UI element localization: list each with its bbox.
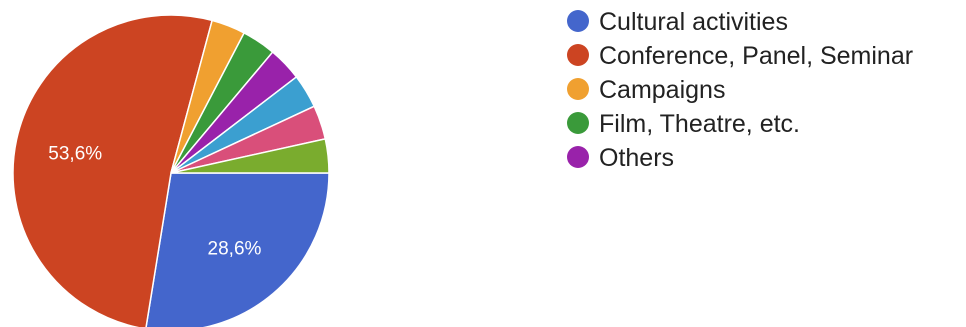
legend: Cultural activities Conference, Panel, Se… (567, 8, 913, 172)
slice-label: 53,6% (48, 143, 102, 164)
legend-swatch (567, 146, 589, 168)
slice-label: 28,6% (208, 239, 262, 260)
pie-slice (145, 172, 330, 327)
legend-label: Film, Theatre, etc. (599, 110, 800, 138)
legend-swatch (567, 78, 589, 100)
legend-label: Others (599, 144, 674, 172)
legend-swatch (567, 10, 589, 32)
legend-label: Campaigns (599, 76, 725, 104)
legend-swatch (567, 44, 589, 66)
pie-slice (12, 14, 214, 327)
pie-slice-labels: 28,6% 53,6% (48, 143, 261, 259)
legend-label: Cultural activities (599, 8, 788, 36)
pie-slice (170, 137, 330, 174)
legend-swatch (567, 112, 589, 134)
legend-label: Conference, Panel, Seminar (599, 42, 913, 70)
pie-slices (12, 14, 330, 327)
